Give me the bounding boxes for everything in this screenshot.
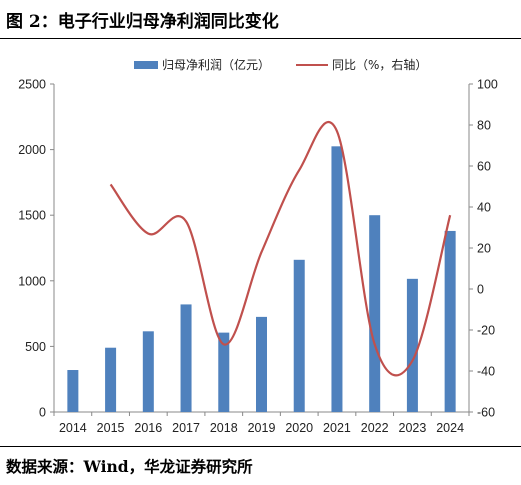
bar-2023: [406, 278, 418, 412]
bar-2022: [369, 215, 381, 412]
x-tick-label: 2015: [97, 421, 125, 435]
x-tick-label: 2017: [172, 421, 200, 435]
line-series: [109, 121, 452, 377]
x-tick-label: 2020: [285, 421, 313, 435]
top-rule: [0, 38, 521, 39]
right-tick-label: -60: [477, 406, 495, 420]
left-tick-label: 1000: [18, 274, 46, 288]
right-tick-label: -20: [477, 324, 495, 338]
x-tick-label: 2016: [134, 421, 162, 435]
legend-line-label: 同比（%，右轴）: [332, 57, 427, 72]
x-tick-label: 2018: [210, 421, 238, 435]
source-note: 数据来源：Wind，华龙证券研究所: [6, 457, 253, 476]
x-tick-label: 2022: [361, 421, 389, 435]
right-tick-label: 40: [477, 201, 491, 215]
bar-2015: [105, 347, 117, 412]
left-tick-label: 2500: [18, 78, 46, 92]
right-tick-label: 0: [477, 283, 484, 297]
left-tick-label: 500: [25, 340, 46, 354]
left-tick-label: 1500: [18, 209, 46, 223]
x-tick-label: 2014: [59, 421, 87, 435]
bar-2020: [293, 259, 305, 412]
right-tick-label: -40: [477, 365, 495, 379]
right-axis: -60 -40 -20 0 20 40 60 80 100: [468, 78, 498, 420]
bar-2014: [67, 370, 79, 412]
x-axis: 2014 2015 2016 2017 2018 2019 2020 2021 2022 2023…: [53, 411, 470, 435]
bar-2024: [444, 230, 456, 412]
bar-2016: [142, 331, 154, 412]
right-tick-label: 60: [477, 160, 491, 174]
yoy-line: [109, 121, 452, 377]
left-tick-label: 0: [39, 406, 46, 420]
bar-2018: [218, 332, 230, 412]
x-tick-label: 2021: [323, 421, 351, 435]
right-tick-label: 100: [477, 78, 498, 92]
bar-2021: [331, 146, 343, 412]
x-tick-label: 2023: [399, 421, 427, 435]
legend-bar-swatch: [134, 61, 158, 69]
bar-2019: [256, 316, 267, 412]
legend: 归母净利润（亿元） 同比（%，右轴）: [134, 57, 427, 72]
x-tick-label: 2019: [248, 421, 276, 435]
right-tick-label: 20: [477, 242, 491, 256]
figure-title: 图 2：电子行业归母净利润同比变化: [6, 12, 279, 32]
left-axis: 0 500 1000 1500 2000 2500: [18, 78, 55, 420]
x-tick-label: 2024: [436, 421, 464, 435]
legend-bar-label: 归母净利润（亿元）: [162, 57, 270, 72]
bar-series: [67, 146, 456, 412]
right-tick-label: 80: [477, 119, 491, 133]
bottom-rule: [0, 446, 521, 447]
bar-2017: [180, 304, 192, 412]
left-tick-label: 2000: [18, 143, 46, 157]
